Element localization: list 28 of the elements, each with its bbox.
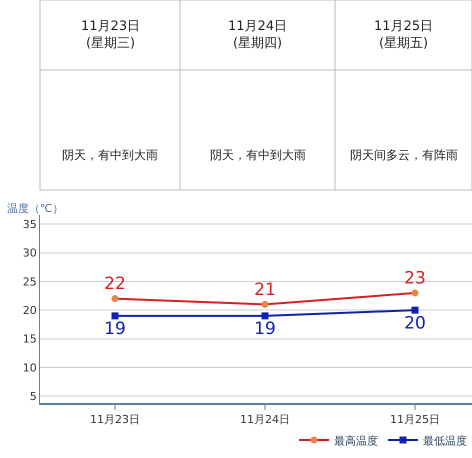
text: 阴天间多云，有阵雨 bbox=[350, 148, 458, 162]
y-tick-label: 20 bbox=[22, 304, 37, 317]
y-tick-label: 10 bbox=[22, 361, 37, 374]
y-tick-label: 30 bbox=[22, 246, 37, 260]
data-label: 20 bbox=[404, 313, 426, 334]
y-tick-label: 35 bbox=[22, 218, 37, 232]
y-tick-label: 15 bbox=[22, 332, 37, 346]
data-label: 23 bbox=[404, 268, 426, 288]
y-tick-label: 5 bbox=[30, 390, 37, 403]
text: 11月25日 (星期五) bbox=[374, 19, 434, 51]
text: 11月23日 (星期三) bbox=[81, 19, 140, 51]
point bbox=[262, 312, 268, 320]
x-tick-label: 11月25日 bbox=[390, 413, 440, 426]
data-label: 19 bbox=[254, 319, 276, 340]
point bbox=[112, 312, 118, 320]
text: 阴天，有中到大雨 bbox=[62, 148, 158, 162]
x-tick-label: 11月24日 bbox=[240, 413, 290, 426]
text: 阴天，有中到大雨 bbox=[210, 148, 306, 162]
point bbox=[412, 306, 418, 314]
data-label: 21 bbox=[254, 280, 276, 300]
data-label: 19 bbox=[104, 319, 126, 340]
legend-label: 最低温度 bbox=[423, 434, 467, 448]
y-tick-label: 25 bbox=[22, 275, 37, 288]
y-axis-title: 温度（℃） bbox=[7, 202, 64, 215]
data-label: 22 bbox=[104, 274, 126, 294]
text: 11月24日 (星期四) bbox=[228, 19, 288, 51]
legend-label: 最高温度 bbox=[334, 434, 378, 448]
x-tick-label: 11月23日 bbox=[90, 413, 140, 426]
